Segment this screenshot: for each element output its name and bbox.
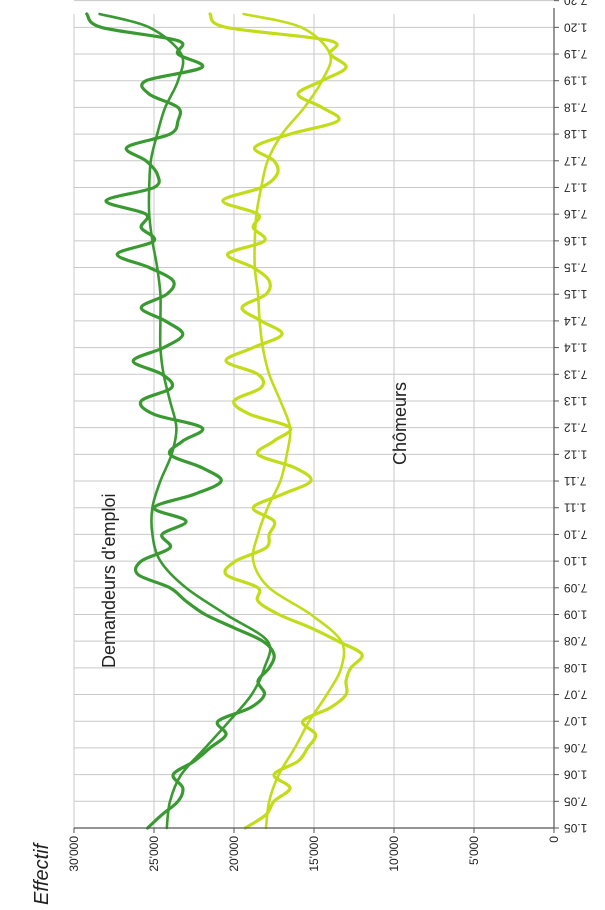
time-tick-label: 7.08 [564,634,588,648]
annotation-demandeurs: Demandeurs d'emploi [99,493,119,668]
time-tick-label: 1.14 [564,341,588,355]
value-tick-label: 15'000 [307,836,321,872]
time-tick-label: 1.13 [564,394,588,408]
time-tick-label: 1.09 [564,607,588,621]
time-tick-label: 1.06 [564,768,588,782]
time-tick-label: 7.07 [564,688,588,702]
value-axis-label: Effectif [31,841,53,905]
time-tick-label: 7.09 [564,581,588,595]
time-tick-label: 7.15 [564,261,588,275]
value-tick-label: 5'000 [467,836,481,865]
time-tick-label: 7.06 [564,741,588,755]
labels: 0 5'000 10'000 15'000 20'000 25'000 30'000 1.05… [31,0,587,905]
time-tick-label: 7.14 [564,314,588,328]
value-tick-label: 30'000 [67,836,81,872]
time-tick-label: 1.19 [564,74,588,88]
axes [73,0,559,833]
time-tick-label: 7.17 [564,154,588,168]
time-tick-label: 1.17 [564,180,588,194]
time-tick-label: 1.12 [564,447,588,461]
time-tick-label: 1.10 [564,554,588,568]
series-demandeurs-trend [98,12,272,830]
time-tick-label: 7.18 [564,100,588,114]
grid [73,0,554,829]
time-tick-label: 7.19 [564,47,588,61]
time-tick-label: 7.11 [564,474,587,488]
time-tick-label: 1.08 [564,661,588,675]
value-tick-label: 0 [547,836,561,843]
series-group [85,12,364,830]
time-tick-label: 7.10 [564,527,588,541]
time-tick-label: 1.07 [564,714,588,728]
time-tick-label: 7.12 [564,421,588,435]
value-tick-label: 25'000 [147,836,161,872]
time-tick-label: 1.18 [564,127,588,141]
time-tick-label: 7.05 [564,794,588,808]
value-tick-label: 10'000 [387,836,401,872]
series-chomeurs-raw [208,12,364,830]
time-tick-label: 7.13 [564,367,588,381]
time-tick-label: 1.11 [564,501,587,515]
time-tick-label: 1.16 [564,234,588,248]
annotation-chomeurs: Chômeurs [390,382,410,465]
series-chomeurs-trend [242,12,346,830]
value-tick-label: 20'000 [227,836,241,872]
time-tick-label: 1.05 [564,821,588,835]
time-tick-label: 7.16 [564,207,588,221]
time-tick-label: 1.15 [564,287,588,301]
time-tick-label: 7.20 [564,0,588,8]
time-tick-label: 1.20 [564,20,588,34]
